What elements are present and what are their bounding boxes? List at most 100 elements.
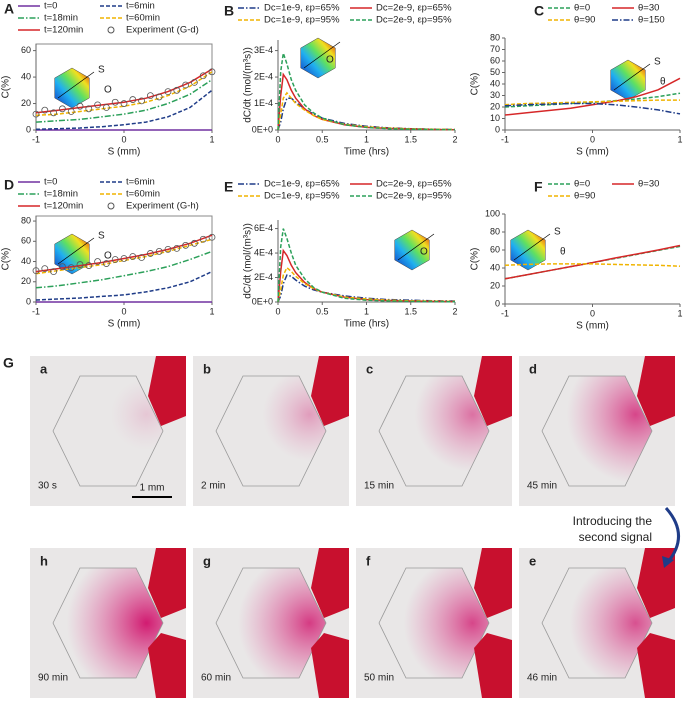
photo-time: 15 min: [364, 481, 394, 492]
y-tick-label: 40: [490, 78, 500, 88]
data-point: [59, 105, 66, 113]
data-point: [138, 97, 146, 105]
data-point: [155, 93, 163, 101]
x-axis-label: S (mm): [576, 321, 609, 332]
reservoir: [637, 633, 675, 698]
data-point: [208, 68, 216, 76]
y-tick-label: 50: [490, 67, 500, 77]
x-tick-label: 1: [364, 134, 369, 144]
inset-axis: [57, 71, 95, 99]
x-tick-label: 1: [209, 134, 214, 144]
y-tick-label: 0E+0: [252, 124, 273, 134]
chamber-outline: [215, 375, 327, 487]
legend-label: Dc=2e-9, εp=65%: [376, 179, 452, 190]
legend-label: t=6min: [126, 177, 155, 188]
series-line: [277, 266, 456, 303]
x-axis-label: Time (hrs): [344, 319, 389, 330]
panel-label: F: [534, 179, 543, 195]
legend-marker: [107, 26, 115, 34]
x-tick-label: 0: [275, 134, 280, 144]
photo-letter: a: [40, 361, 48, 376]
chamber-outline: [52, 375, 164, 487]
x-tick-label: -1: [501, 134, 509, 144]
legend-label: θ=0: [574, 3, 590, 14]
y-axis-label: dC/dt (mol/(m³s)): [243, 47, 254, 123]
data-point: [120, 255, 128, 262]
legend-label: Experiment (G-h): [126, 201, 199, 212]
y-tick-label: 80: [490, 32, 500, 42]
photo-time: 30 s: [38, 481, 57, 492]
data-point: [50, 268, 57, 276]
legend-label: Dc=2e-9, εp=95%: [376, 191, 452, 202]
inset-axis: [613, 63, 651, 91]
y-tick-label: 30: [490, 90, 500, 100]
y-axis-label: C(%): [1, 248, 12, 271]
inset-label: O: [420, 247, 428, 258]
inset-label: O: [326, 55, 334, 66]
series-line: [35, 79, 213, 123]
data-point: [182, 81, 190, 89]
y-axis-label: C(%): [470, 73, 481, 96]
x-tick-label: -1: [501, 308, 509, 318]
legend-label: θ=30: [638, 179, 659, 190]
panel-label: A: [4, 1, 14, 17]
series-line: [504, 77, 681, 116]
panel-label: B: [224, 3, 234, 19]
y-tick-label: 60: [490, 55, 500, 65]
data-point: [199, 235, 207, 243]
scale-bar-label: 1 mm: [140, 483, 165, 494]
x-tick-label: 0: [275, 306, 280, 316]
reservoir: [148, 356, 186, 426]
data-point: [103, 104, 110, 111]
y-tick-label: 20: [21, 276, 31, 286]
x-tick-label: 2: [452, 306, 457, 316]
legend-label: t=120min: [44, 25, 83, 36]
legend-label: Dc=1e-9, εp=95%: [264, 15, 340, 26]
y-tick-label: 3E-4: [254, 45, 273, 55]
inset-axis: [57, 237, 95, 265]
data-point: [190, 239, 198, 247]
data-point: [146, 92, 154, 99]
series-line: [35, 250, 213, 289]
photo-letter: f: [366, 553, 371, 568]
reservoir: [474, 633, 512, 698]
photo-letter: h: [40, 553, 48, 568]
data-point: [103, 260, 110, 267]
data-point: [50, 109, 57, 117]
photo-letter: g: [203, 553, 211, 568]
panel-label: C: [534, 3, 544, 19]
y-tick-label: 20: [490, 280, 500, 290]
inset-label: O: [104, 251, 112, 262]
y-tick-label: 0: [495, 124, 500, 134]
data-point: [76, 102, 84, 110]
panel-label: D: [4, 177, 14, 193]
chamber-outline: [378, 375, 490, 487]
data-point: [76, 261, 84, 268]
legend-label: t=120min: [44, 201, 83, 212]
data-point: [173, 86, 181, 94]
reservoir: [148, 633, 186, 698]
data-point: [208, 233, 216, 241]
y-tick-label: 40: [490, 262, 500, 272]
legend-label: t=18min: [44, 189, 78, 200]
legend-label: Experiment (G-d): [126, 25, 199, 36]
data-point: [111, 256, 119, 263]
series-line: [277, 97, 456, 131]
data-point: [146, 250, 154, 257]
inset-label: S: [554, 227, 561, 238]
photo-time: 60 min: [201, 673, 231, 684]
annotation: second signal: [579, 530, 652, 544]
photo-letter: e: [529, 553, 536, 568]
annotation: Introducing the: [573, 514, 653, 528]
x-tick-label: 1: [209, 306, 214, 316]
annotation-arrowhead: [662, 556, 674, 568]
annotation-arrow: [664, 507, 680, 563]
inset-axis: [303, 41, 341, 69]
chamber-outline: [541, 375, 653, 487]
panel-label: G: [3, 355, 14, 371]
y-tick-label: 0: [26, 124, 31, 134]
data-point: [164, 245, 172, 253]
legend-label: θ=90: [574, 15, 595, 26]
x-tick-label: -1: [32, 306, 40, 316]
x-tick-label: 0.5: [316, 134, 329, 144]
